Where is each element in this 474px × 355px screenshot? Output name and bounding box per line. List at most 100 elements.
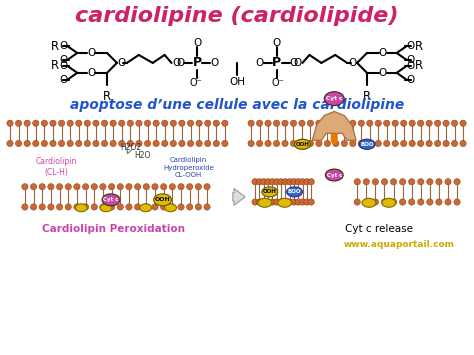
Text: O: O <box>59 75 67 85</box>
Text: R: R <box>51 39 60 53</box>
Polygon shape <box>312 111 356 140</box>
Circle shape <box>48 204 54 210</box>
Circle shape <box>82 204 89 210</box>
Circle shape <box>24 140 30 147</box>
Circle shape <box>286 179 293 185</box>
Circle shape <box>162 120 168 126</box>
Circle shape <box>372 199 379 205</box>
Circle shape <box>58 140 65 147</box>
Text: OOH: OOH <box>296 142 310 147</box>
Circle shape <box>145 120 151 126</box>
Circle shape <box>427 179 433 185</box>
Circle shape <box>109 204 115 210</box>
Circle shape <box>50 140 56 147</box>
Circle shape <box>65 184 72 190</box>
Circle shape <box>261 199 267 205</box>
Text: O: O <box>87 68 95 78</box>
Ellipse shape <box>324 92 344 105</box>
Circle shape <box>110 120 116 126</box>
Circle shape <box>354 179 360 185</box>
Ellipse shape <box>362 198 376 207</box>
Circle shape <box>291 179 297 185</box>
Circle shape <box>273 140 280 147</box>
Circle shape <box>56 204 63 210</box>
Ellipse shape <box>359 139 375 149</box>
Circle shape <box>24 120 30 126</box>
Circle shape <box>295 199 301 205</box>
Circle shape <box>195 184 201 190</box>
Circle shape <box>91 204 98 210</box>
Circle shape <box>401 140 407 147</box>
Ellipse shape <box>75 204 87 212</box>
Text: Cardiolipin
Hydroperoxide
CL-OOH: Cardiolipin Hydroperoxide CL-OOH <box>163 157 214 178</box>
Text: R: R <box>51 59 60 72</box>
Circle shape <box>307 120 314 126</box>
Text: O: O <box>407 61 415 71</box>
Circle shape <box>434 120 441 126</box>
Text: P: P <box>272 56 281 70</box>
Circle shape <box>290 140 297 147</box>
Circle shape <box>153 120 159 126</box>
Circle shape <box>22 184 28 190</box>
Circle shape <box>109 184 115 190</box>
Ellipse shape <box>294 139 310 149</box>
Text: BOO: BOO <box>288 189 301 195</box>
Circle shape <box>170 140 176 147</box>
Circle shape <box>358 140 365 147</box>
Circle shape <box>101 140 108 147</box>
Circle shape <box>33 120 39 126</box>
Text: OOH: OOH <box>155 197 171 202</box>
Circle shape <box>304 179 310 185</box>
Circle shape <box>74 184 80 190</box>
Circle shape <box>39 184 46 190</box>
Circle shape <box>135 204 141 210</box>
Circle shape <box>400 179 406 185</box>
Circle shape <box>454 179 460 185</box>
Circle shape <box>126 204 132 210</box>
Circle shape <box>290 120 297 126</box>
Text: O: O <box>293 58 301 68</box>
Text: O: O <box>273 38 281 48</box>
Circle shape <box>409 140 415 147</box>
Ellipse shape <box>278 198 292 207</box>
Circle shape <box>418 120 424 126</box>
Text: Cyt c: Cyt c <box>103 197 118 202</box>
Circle shape <box>278 179 284 185</box>
Text: O: O <box>407 41 415 51</box>
Circle shape <box>127 140 134 147</box>
Circle shape <box>375 120 382 126</box>
Circle shape <box>22 204 28 210</box>
Circle shape <box>143 204 149 210</box>
Circle shape <box>93 140 99 147</box>
Ellipse shape <box>325 169 343 181</box>
Circle shape <box>269 199 275 205</box>
Circle shape <box>41 140 47 147</box>
Circle shape <box>30 204 36 210</box>
Circle shape <box>195 204 201 210</box>
Circle shape <box>308 199 314 205</box>
Circle shape <box>354 199 360 205</box>
Circle shape <box>300 179 306 185</box>
Circle shape <box>304 199 310 205</box>
Circle shape <box>392 140 398 147</box>
Circle shape <box>178 184 184 190</box>
Circle shape <box>286 199 293 205</box>
Text: O: O <box>348 58 356 68</box>
Circle shape <box>333 140 339 147</box>
Circle shape <box>273 199 280 205</box>
Circle shape <box>418 140 424 147</box>
Circle shape <box>261 179 267 185</box>
Circle shape <box>170 120 176 126</box>
Circle shape <box>33 140 39 147</box>
Text: Cyt c release: Cyt c release <box>345 224 413 234</box>
Circle shape <box>7 140 13 147</box>
Circle shape <box>213 120 219 126</box>
Circle shape <box>445 199 451 205</box>
Ellipse shape <box>262 187 278 197</box>
Circle shape <box>366 140 373 147</box>
Circle shape <box>82 184 89 190</box>
Circle shape <box>443 140 449 147</box>
Circle shape <box>308 179 314 185</box>
Circle shape <box>341 140 347 147</box>
Text: www.aquaportail.com: www.aquaportail.com <box>343 240 454 249</box>
